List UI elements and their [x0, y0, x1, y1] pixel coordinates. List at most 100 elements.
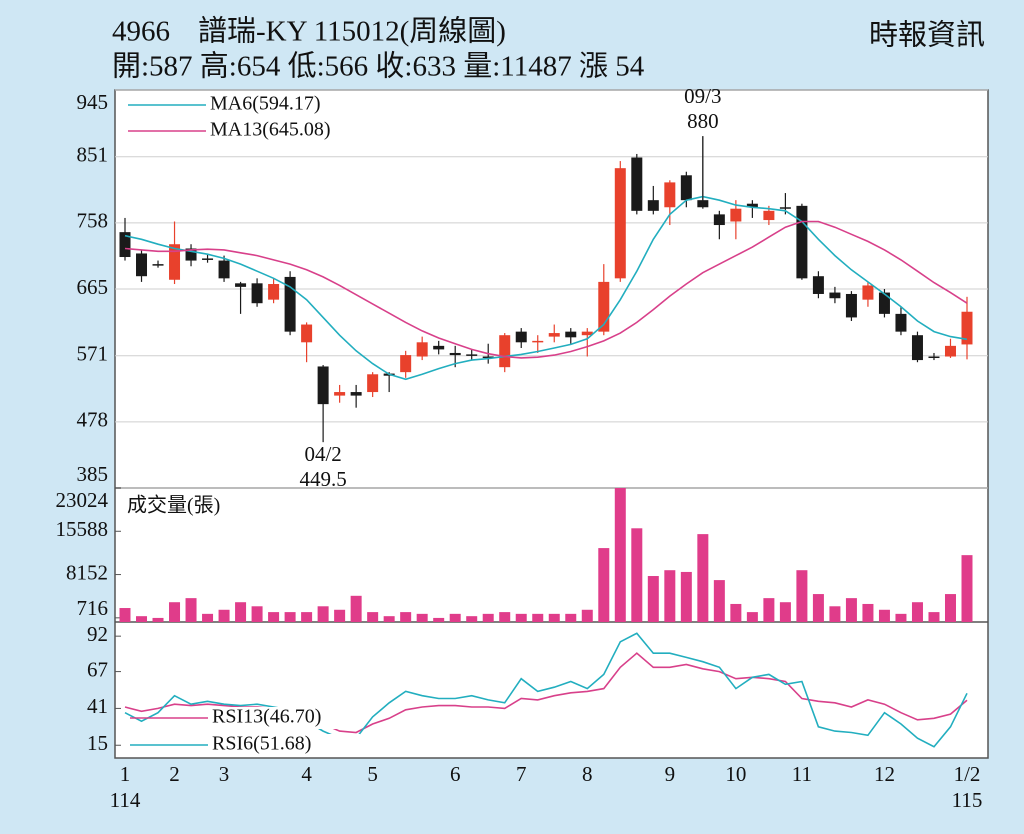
candle-body [664, 182, 676, 208]
candle-body [763, 210, 775, 221]
x-tick-label: 11 [792, 762, 812, 786]
x-tick-label: 7 [516, 762, 527, 786]
series-line [124, 632, 968, 748]
candle-body [499, 335, 511, 368]
candle-body [845, 293, 857, 318]
volume-bar [367, 612, 379, 622]
volume-bar [565, 613, 577, 622]
y-tick-label: 41 [87, 694, 108, 718]
y-tick-label: 92 [87, 622, 108, 646]
candle-body [235, 283, 247, 287]
candle-body [416, 342, 428, 357]
candle-body [713, 214, 725, 226]
volume-bar [713, 580, 725, 622]
volume-bar [251, 606, 263, 622]
volume-bar [928, 612, 940, 622]
stats: 開:587 高:654 低:566 收:633 量:11487 漲 54 [112, 50, 645, 83]
volume-bar [515, 613, 527, 622]
volume-bar [449, 613, 461, 622]
x-tick-label: 4 [301, 762, 312, 786]
volume-bar [400, 612, 412, 622]
volume-bar [878, 609, 890, 622]
volume-bar [862, 603, 874, 622]
series-line [124, 195, 968, 381]
x-year-label: 115 [952, 788, 983, 812]
volume-bar [119, 608, 131, 622]
candle-body [631, 157, 643, 211]
x-tick-label: 1/2 [954, 762, 981, 786]
y-tick-label: 758 [77, 209, 109, 233]
volume-bar [383, 616, 395, 622]
candle-body [895, 313, 907, 332]
stock-name: 譜瑞-KY 115012(周線圖) [198, 15, 506, 48]
candle-body [581, 331, 593, 336]
candle-body [532, 340, 544, 343]
volume-bar [614, 488, 626, 622]
volume-bar [416, 613, 428, 622]
candle-body [202, 258, 214, 260]
candle-body [482, 356, 494, 359]
volume-bar [961, 555, 973, 622]
series-line [124, 220, 968, 359]
legend-background [208, 120, 358, 142]
candle-body [119, 232, 131, 258]
y-tick-label: 665 [77, 275, 109, 299]
volume-bar [202, 613, 214, 622]
legend-label: MA6(594.17) [210, 93, 321, 115]
candle-body [449, 352, 461, 356]
volume-bar [218, 609, 230, 622]
volume-bar [796, 570, 808, 622]
volume-bar [152, 617, 164, 622]
candle-body [647, 200, 659, 211]
volume-bar [268, 612, 280, 622]
candle-body [862, 285, 874, 300]
candle-body [730, 208, 742, 222]
candle-body [746, 203, 758, 208]
y-tick-label: 23024 [56, 488, 109, 512]
candle-body [598, 281, 610, 332]
candle-body [367, 374, 379, 393]
candle-body [911, 335, 923, 361]
volume-bar [581, 609, 593, 622]
volume-bar [466, 616, 478, 622]
legend-background [210, 734, 360, 756]
volume-bar [548, 613, 560, 622]
volume-bar [235, 602, 247, 622]
candle-body [697, 200, 709, 208]
volume-bar [746, 612, 758, 622]
annotation-date: 09/3 [684, 84, 721, 108]
candle-body [334, 392, 346, 396]
x-tick-label: 2 [169, 762, 180, 786]
y-tick-label: 945 [77, 90, 109, 114]
volume-bar [433, 617, 445, 622]
candle-body [944, 345, 956, 357]
y-tick-label: 8152 [66, 560, 108, 584]
y-tick-label: 851 [77, 143, 109, 167]
volume-bar [169, 602, 181, 622]
volume-bar [779, 602, 791, 622]
legend-background [210, 707, 360, 729]
annotation-date: 04/2 [304, 442, 341, 466]
candle-body [433, 345, 445, 350]
stock-code: 4966 [112, 16, 170, 48]
volume-bar [845, 598, 857, 622]
y-tick-label: 15 [87, 731, 108, 755]
candle-body [548, 333, 560, 337]
y-tick-label: 385 [77, 462, 109, 486]
y-tick-label: 15588 [56, 517, 109, 541]
plot-frame [114, 89, 989, 759]
volume-bar [598, 548, 610, 622]
volume-bar [763, 598, 775, 622]
x-tick-label: 3 [219, 762, 230, 786]
legend-label: RSI6(51.68) [212, 733, 311, 755]
x-tick-label: 8 [582, 762, 593, 786]
candle-body [152, 264, 164, 266]
volume-bar [730, 603, 742, 622]
source: 時報資訊 [869, 19, 985, 52]
candle-body [317, 366, 329, 405]
volume-bar [812, 594, 824, 622]
candle-body [136, 253, 148, 277]
x-tick-label: 10 [725, 762, 746, 786]
volume-bar [284, 612, 296, 622]
